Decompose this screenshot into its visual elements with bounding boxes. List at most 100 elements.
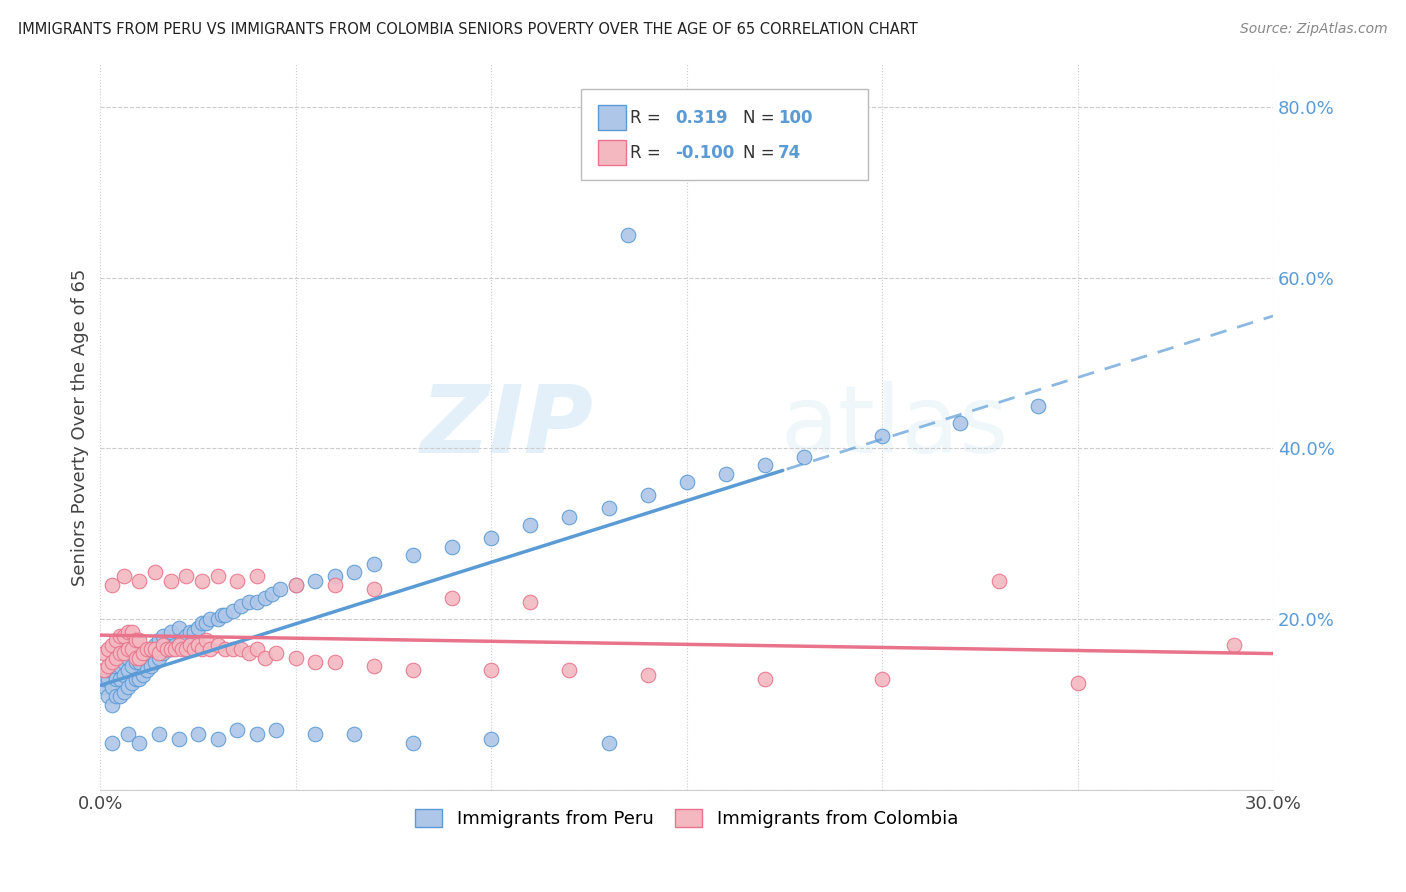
Point — [108, 646, 131, 660]
Point — [1066, 676, 1088, 690]
Point — [112, 667, 135, 681]
Point — [112, 684, 135, 698]
Point — [284, 578, 307, 592]
Text: atlas: atlas — [780, 381, 1008, 473]
Point — [159, 624, 181, 639]
Point — [121, 646, 143, 660]
Legend: Immigrants from Peru, Immigrants from Colombia: Immigrants from Peru, Immigrants from Co… — [408, 802, 966, 835]
Point — [143, 642, 166, 657]
Point — [124, 672, 146, 686]
Point — [598, 736, 620, 750]
Point — [343, 727, 366, 741]
Point — [519, 595, 541, 609]
Point — [238, 595, 260, 609]
Point — [262, 586, 284, 600]
Point — [152, 629, 174, 643]
Point — [148, 646, 170, 660]
Point — [97, 659, 120, 673]
Point — [101, 578, 124, 592]
Point — [194, 616, 217, 631]
Point — [143, 638, 166, 652]
Point — [226, 723, 249, 738]
Point — [870, 428, 893, 442]
Point — [117, 642, 139, 657]
Point — [343, 565, 366, 579]
Point — [128, 655, 150, 669]
Point — [121, 642, 143, 657]
Point — [176, 629, 198, 643]
Point — [132, 667, 155, 681]
Point — [167, 638, 190, 652]
Text: Source: ZipAtlas.com: Source: ZipAtlas.com — [1240, 22, 1388, 37]
Point — [179, 638, 201, 652]
Point — [132, 650, 155, 665]
Point — [172, 633, 194, 648]
Point — [104, 689, 127, 703]
Point — [246, 727, 269, 741]
Point — [637, 488, 659, 502]
Point — [211, 607, 233, 622]
Point — [558, 664, 581, 678]
Point — [167, 638, 190, 652]
Point — [108, 659, 131, 673]
Point — [176, 642, 198, 657]
Point — [402, 548, 425, 562]
Point — [163, 638, 186, 652]
Point — [226, 574, 249, 588]
FancyBboxPatch shape — [581, 89, 869, 180]
Point — [128, 642, 150, 657]
Point — [229, 642, 252, 657]
Point — [163, 642, 186, 657]
Point — [187, 727, 209, 741]
Text: -0.100: -0.100 — [675, 144, 734, 161]
Point — [187, 621, 209, 635]
Point — [191, 616, 214, 631]
Point — [793, 450, 815, 464]
Point — [112, 629, 135, 643]
Point — [167, 731, 190, 746]
Point — [284, 578, 307, 592]
Point — [121, 624, 143, 639]
Point — [284, 650, 307, 665]
Text: 74: 74 — [778, 144, 801, 161]
Point — [304, 574, 326, 588]
Point — [167, 621, 190, 635]
Point — [191, 574, 214, 588]
Point — [156, 642, 179, 657]
Point — [128, 650, 150, 665]
Point — [108, 650, 131, 665]
Point — [143, 655, 166, 669]
Point — [264, 723, 287, 738]
Point — [141, 642, 163, 657]
Point — [183, 642, 205, 657]
Point — [148, 727, 170, 741]
Point — [159, 642, 181, 657]
Point — [132, 646, 155, 660]
Point — [97, 642, 120, 657]
Point — [238, 646, 260, 660]
Point — [156, 642, 179, 657]
Text: ZIP: ZIP — [420, 381, 593, 473]
Point — [128, 736, 150, 750]
Point — [269, 582, 291, 597]
Point — [323, 569, 346, 583]
FancyBboxPatch shape — [598, 140, 626, 165]
Point — [124, 655, 146, 669]
Point — [214, 607, 236, 622]
Point — [179, 624, 201, 639]
Point — [207, 638, 229, 652]
Point — [949, 416, 972, 430]
Point — [128, 574, 150, 588]
Point — [108, 689, 131, 703]
Point — [101, 638, 124, 652]
Point — [128, 672, 150, 686]
Point — [253, 591, 276, 605]
Point — [617, 227, 640, 242]
Point — [754, 672, 776, 686]
Point — [441, 540, 464, 554]
Point — [117, 681, 139, 695]
Text: R =: R = — [630, 144, 661, 161]
Point — [264, 646, 287, 660]
Point — [598, 501, 620, 516]
Point — [93, 672, 115, 686]
